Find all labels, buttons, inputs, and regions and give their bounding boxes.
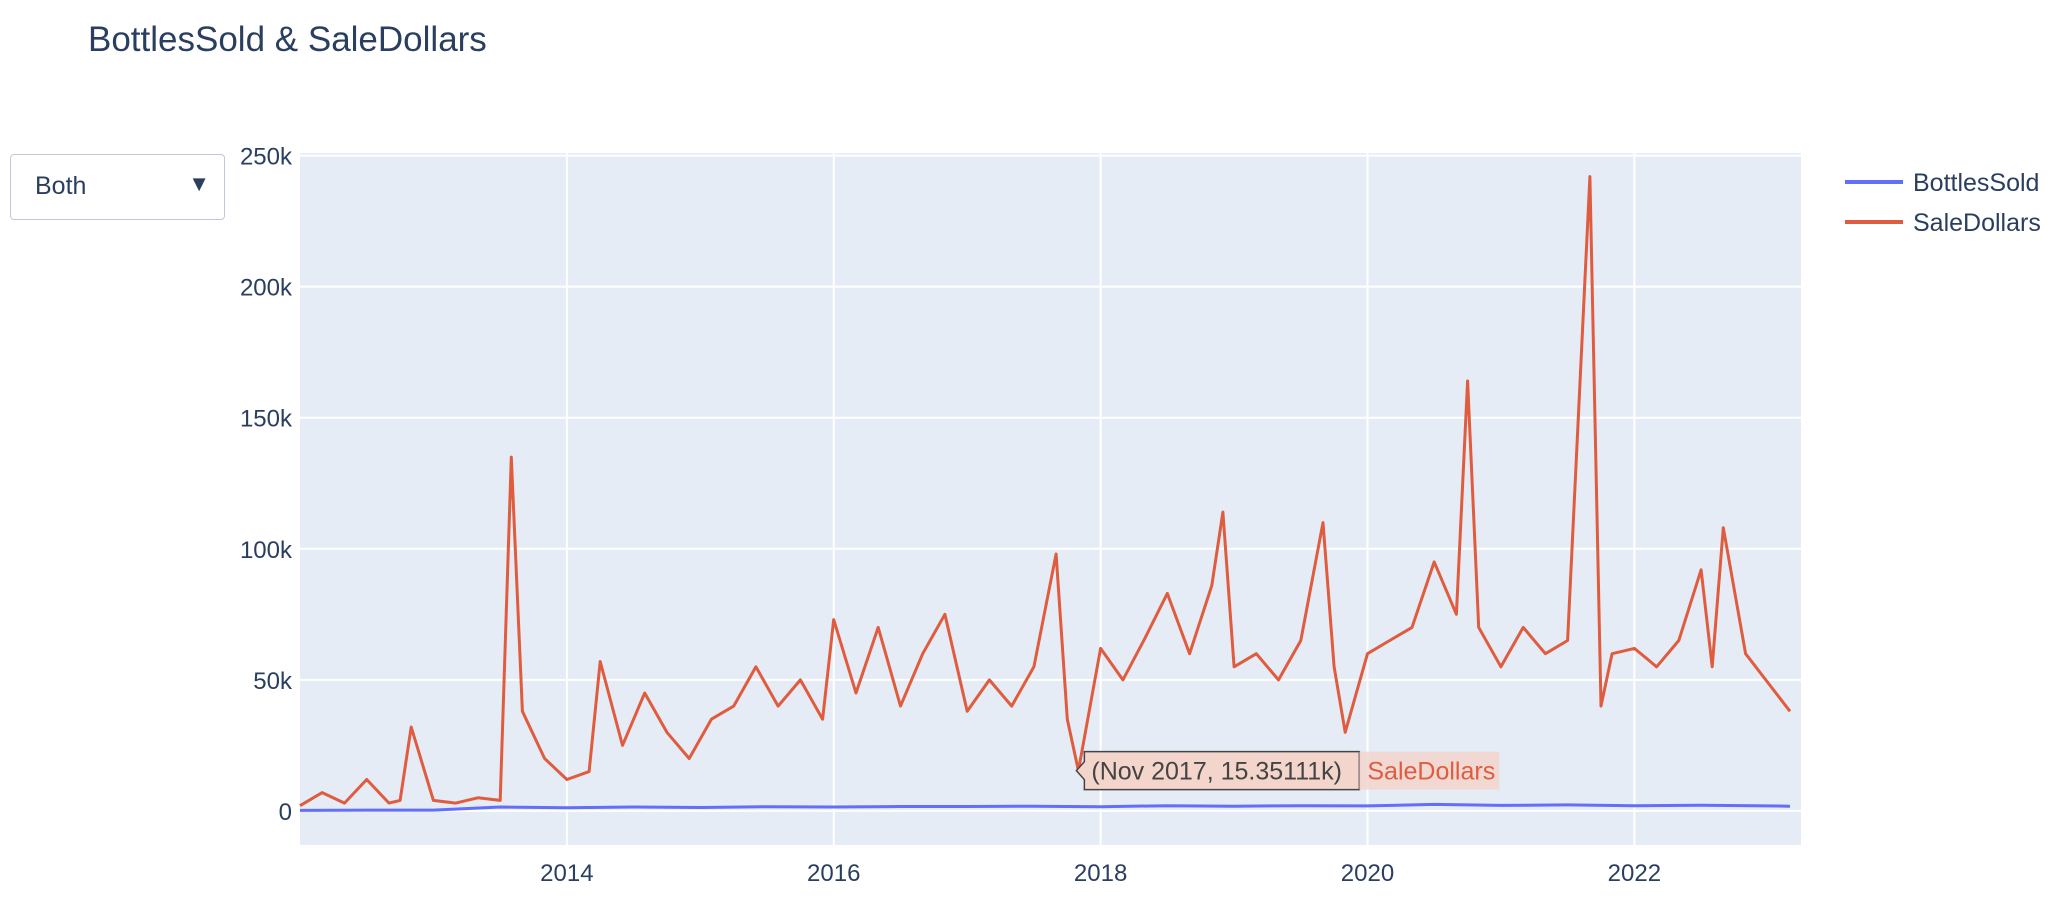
legend: BottlesSold SaleDollars bbox=[1845, 169, 2041, 237]
legend-item-bottlessold[interactable]: BottlesSold bbox=[1845, 169, 2039, 197]
series-dropdown[interactable]: Both ▼ bbox=[10, 154, 225, 220]
hover-value-label: (Nov 2017, 15.35111k) bbox=[1091, 758, 1342, 786]
dropdown-selected-label: Both bbox=[35, 172, 87, 200]
grid bbox=[300, 153, 1801, 845]
series-lines bbox=[299, 175, 1792, 812]
series-line-saledollars[interactable] bbox=[299, 175, 1792, 807]
hover-tooltip: (Nov 2017, 15.35111k) SaleDollars bbox=[1075, 750, 1500, 791]
hover-name-box bbox=[1359, 751, 1500, 790]
plot-area[interactable] bbox=[300, 153, 1801, 845]
y-tick-label: 100k bbox=[240, 537, 293, 564]
x-tick-label: 2020 bbox=[1341, 860, 1394, 887]
y-tick-label: 0 bbox=[279, 799, 292, 826]
chart-title: BottlesSold & SaleDollars bbox=[88, 20, 487, 59]
y-tick-label: 200k bbox=[240, 275, 293, 302]
y-tick-label: 150k bbox=[240, 406, 293, 433]
axis-ticks: 0 50k 100k 150k 200k 250k 2014 2016 2018 2020 2022 bbox=[240, 144, 1661, 887]
legend-label: BottlesSold bbox=[1913, 169, 2039, 197]
x-tick-label: 2018 bbox=[1074, 860, 1127, 887]
y-tick-label: 250k bbox=[240, 144, 293, 171]
x-tick-label: 2016 bbox=[807, 860, 860, 887]
series-line-bottlessold[interactable] bbox=[299, 802, 1791, 812]
legend-label: SaleDollars bbox=[1913, 209, 2041, 237]
legend-item-saledollars[interactable]: SaleDollars bbox=[1845, 209, 2041, 237]
y-tick-label: 50k bbox=[253, 668, 293, 695]
hover-series-label: SaleDollars bbox=[1367, 758, 1495, 786]
x-tick-label: 2022 bbox=[1608, 860, 1661, 887]
caret-down-icon: ▼ bbox=[188, 171, 210, 196]
x-tick-label: 2014 bbox=[540, 860, 593, 887]
